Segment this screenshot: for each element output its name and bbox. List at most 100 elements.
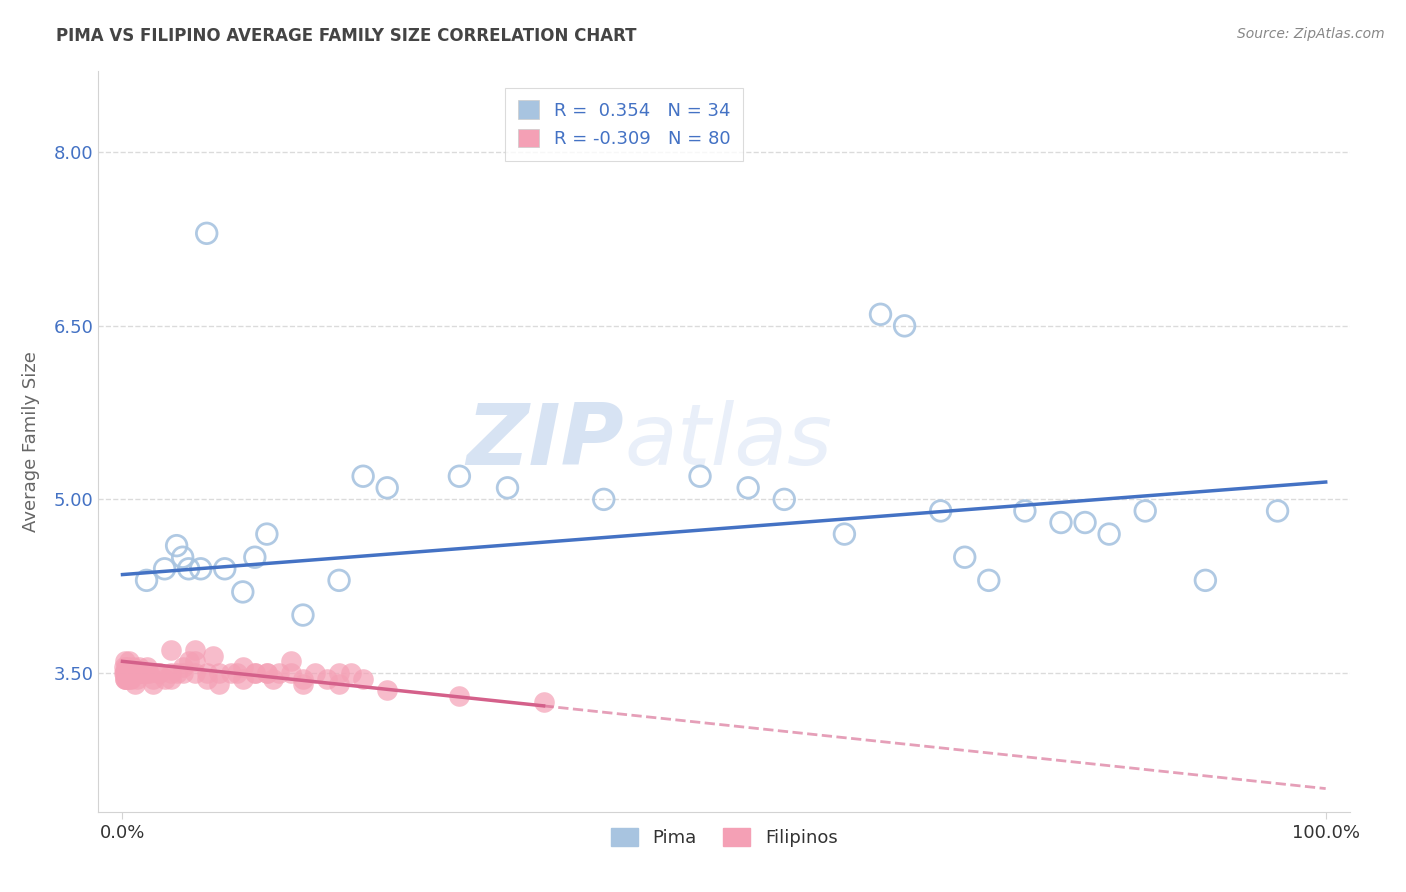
Point — [1014, 504, 1036, 518]
Point — [225, 665, 247, 680]
Point — [135, 665, 157, 680]
Point — [232, 672, 254, 686]
Point — [1074, 516, 1097, 530]
Point — [117, 665, 139, 680]
Point — [117, 660, 139, 674]
Point — [449, 689, 471, 703]
Point — [195, 665, 218, 680]
Point — [114, 672, 136, 686]
Point — [172, 660, 194, 674]
Point — [117, 654, 139, 668]
Point — [869, 307, 891, 321]
Point — [115, 665, 138, 680]
Point — [232, 585, 254, 599]
Point — [124, 677, 146, 691]
Point — [201, 648, 224, 663]
Point — [256, 665, 278, 680]
Point — [1050, 516, 1073, 530]
Point — [115, 660, 138, 674]
Point — [148, 665, 170, 680]
Point — [114, 665, 136, 680]
Point — [117, 665, 139, 680]
Point — [115, 672, 138, 686]
Point — [129, 665, 152, 680]
Point — [122, 660, 145, 674]
Point — [115, 672, 138, 686]
Legend: Pima, Filipinos: Pima, Filipinos — [603, 821, 845, 855]
Point — [267, 665, 290, 680]
Point — [159, 672, 181, 686]
Point — [118, 665, 141, 680]
Point — [1267, 504, 1289, 518]
Point — [142, 672, 165, 686]
Point — [120, 672, 142, 686]
Point — [153, 672, 176, 686]
Point — [893, 318, 915, 333]
Point — [232, 660, 254, 674]
Point — [208, 677, 231, 691]
Point — [166, 665, 188, 680]
Point — [328, 665, 350, 680]
Point — [172, 550, 194, 565]
Point — [183, 654, 205, 668]
Point — [977, 574, 1000, 588]
Point — [190, 562, 212, 576]
Point — [124, 665, 146, 680]
Point — [118, 672, 141, 686]
Point — [131, 665, 153, 680]
Point — [592, 492, 614, 507]
Point — [195, 227, 218, 241]
Point — [183, 642, 205, 657]
Point — [142, 677, 165, 691]
Point — [172, 665, 194, 680]
Point — [929, 504, 952, 518]
Point — [291, 608, 314, 623]
Point — [183, 665, 205, 680]
Point — [496, 481, 519, 495]
Point — [166, 539, 188, 553]
Point — [177, 654, 200, 668]
Point — [1135, 504, 1157, 518]
Point — [117, 665, 139, 680]
Point — [352, 672, 374, 686]
Point — [121, 665, 143, 680]
Point — [127, 665, 149, 680]
Point — [148, 665, 170, 680]
Point — [208, 665, 231, 680]
Point — [243, 550, 266, 565]
Point — [243, 665, 266, 680]
Point — [115, 665, 138, 680]
Point — [120, 665, 142, 680]
Point — [449, 469, 471, 483]
Point — [159, 642, 181, 657]
Point — [195, 672, 218, 686]
Point — [138, 665, 160, 680]
Point — [256, 527, 278, 541]
Point — [153, 562, 176, 576]
Point — [112, 665, 135, 680]
Point — [773, 492, 796, 507]
Point — [280, 665, 302, 680]
Point — [214, 562, 236, 576]
Point — [375, 481, 398, 495]
Point — [159, 665, 181, 680]
Point — [316, 672, 339, 686]
Point — [953, 550, 976, 565]
Point — [737, 481, 759, 495]
Point — [291, 677, 314, 691]
Point — [134, 665, 156, 680]
Point — [1098, 527, 1121, 541]
Point — [135, 660, 157, 674]
Point — [256, 665, 278, 680]
Point — [114, 654, 136, 668]
Point — [328, 677, 350, 691]
Point — [177, 562, 200, 576]
Point — [129, 665, 152, 680]
Point — [262, 672, 284, 686]
Text: ZIP: ZIP — [467, 400, 624, 483]
Point — [135, 574, 157, 588]
Y-axis label: Average Family Size: Average Family Size — [21, 351, 39, 532]
Point — [125, 665, 148, 680]
Point — [375, 683, 398, 698]
Point — [328, 574, 350, 588]
